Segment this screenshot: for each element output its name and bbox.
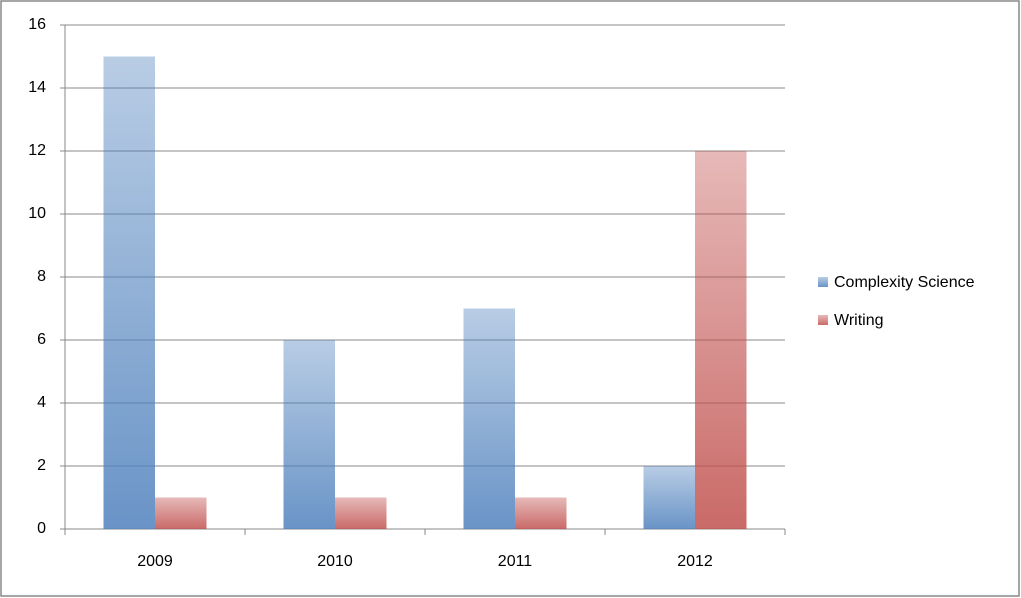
- y-tick-label: 10: [28, 205, 46, 222]
- bar: [463, 308, 515, 529]
- bar: [643, 466, 695, 529]
- bar: [283, 340, 335, 529]
- bar: [103, 56, 155, 529]
- y-tick-label: 0: [37, 520, 46, 537]
- bar: [155, 497, 207, 529]
- x-tick-label: 2011: [498, 553, 533, 570]
- legend-swatch: [818, 315, 828, 325]
- bar: [695, 151, 747, 529]
- y-tick-label: 6: [37, 331, 46, 348]
- y-tick-label: 8: [37, 268, 46, 285]
- bar: [335, 497, 387, 529]
- legend-swatch: [818, 277, 828, 287]
- y-tick-label: 14: [28, 79, 46, 96]
- legend-label: Complexity Science: [834, 274, 975, 291]
- bar: [515, 497, 567, 529]
- x-tick-label: 2010: [317, 553, 353, 570]
- x-tick-label: 2009: [137, 553, 173, 570]
- x-tick-label: 2012: [677, 553, 713, 570]
- y-tick-label: 12: [28, 142, 46, 159]
- y-tick-label: 2: [37, 457, 46, 474]
- legend-label: Writing: [834, 312, 884, 329]
- y-tick-label: 16: [28, 16, 46, 33]
- y-tick-label: 4: [37, 394, 46, 411]
